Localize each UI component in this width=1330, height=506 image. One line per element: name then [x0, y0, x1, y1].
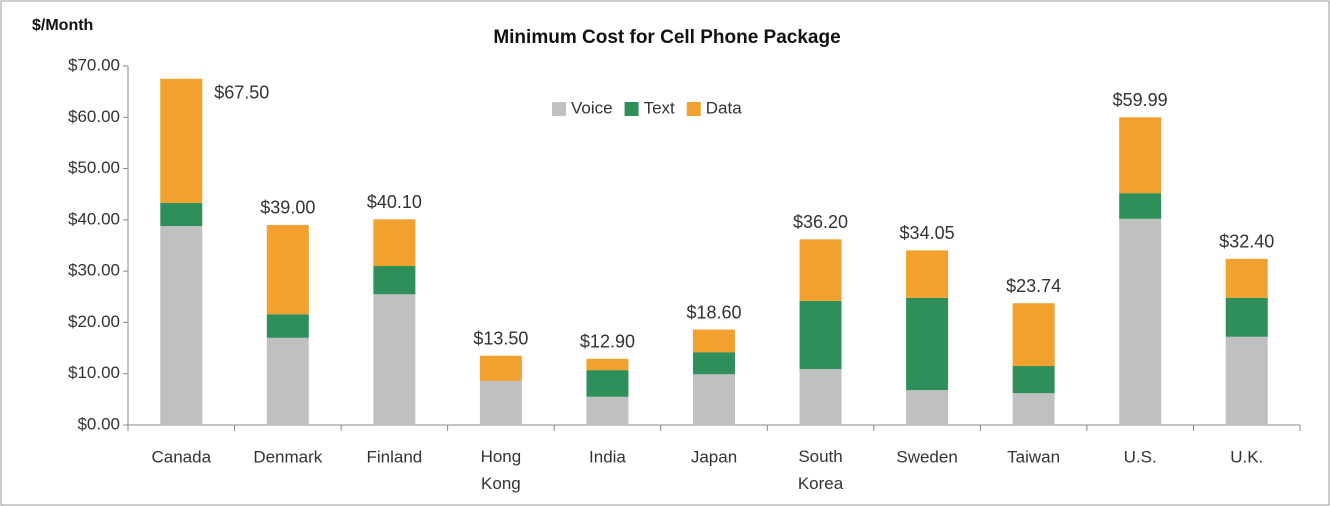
bar-segment [479, 355, 522, 381]
total-label: $59.99 [1113, 90, 1168, 110]
x-tick-label: Finland [366, 447, 422, 466]
bar-segment [693, 374, 735, 425]
bar-segment [799, 300, 842, 370]
total-label: $36.20 [793, 212, 848, 232]
x-tick-label: South Korea [798, 447, 844, 493]
total-label: $23.74 [1006, 276, 1061, 296]
total-label: $40.10 [367, 192, 422, 212]
total-label: $67.50 [214, 83, 269, 103]
total-label: $12.90 [580, 332, 635, 352]
total-label: $13.50 [473, 329, 528, 349]
x-tick-label: Taiwan [1007, 447, 1060, 466]
bar-segment [1012, 303, 1055, 367]
bar-segment [586, 358, 629, 371]
bar-segment [799, 369, 842, 425]
bar-segment [586, 370, 629, 397]
bar-segment [1225, 336, 1268, 425]
bar-segment [1225, 258, 1268, 298]
legend-label: Data [706, 98, 742, 117]
bar-segment [906, 250, 949, 298]
y-tick-label: $10.00 [68, 363, 120, 382]
bar-segment [693, 352, 735, 375]
bar-segment [266, 224, 309, 315]
total-label: $34.05 [900, 223, 955, 243]
y-tick-label: $20.00 [68, 312, 120, 331]
legend-label: Text [644, 98, 675, 117]
bar-segment [1225, 297, 1268, 337]
legend-swatch [686, 102, 701, 116]
x-tick-label: India [589, 447, 626, 466]
bar-segment [1119, 117, 1162, 194]
chart-title: Minimum Cost for Cell Phone Package [493, 27, 840, 48]
bar-segment [373, 266, 416, 295]
x-tick-label: U.K. [1230, 447, 1263, 466]
x-tick-label: Japan [691, 447, 737, 466]
total-label: $18.60 [686, 302, 741, 322]
bar-segment [373, 294, 416, 425]
bar-segment [799, 239, 842, 301]
legend-label: Voice [571, 98, 613, 117]
total-label: $32.40 [1219, 232, 1274, 252]
bar-segment [693, 329, 735, 353]
y-tick-label: $70.00 [68, 55, 120, 74]
bar-segment [586, 396, 629, 425]
bar-segment [266, 314, 309, 338]
x-tick-label: Sweden [896, 447, 957, 466]
bar-segment [1119, 218, 1162, 425]
legend-swatch [552, 102, 566, 116]
bar-segment [1012, 366, 1055, 394]
bar-segment [1119, 193, 1162, 219]
y-tick-label: $40.00 [68, 209, 120, 228]
x-tick-label: Hong Kong [481, 447, 522, 493]
bar-segment [1012, 393, 1055, 425]
legend-swatch [624, 102, 639, 116]
bar-segment [373, 219, 416, 267]
y-tick-label: $0.00 [77, 414, 120, 433]
bar-segment [160, 226, 203, 425]
bar-segment [906, 297, 949, 391]
y-tick-label: $50.00 [68, 158, 120, 177]
x-tick-label: Denmark [253, 447, 322, 466]
total-label: $39.00 [260, 198, 315, 218]
y-axis-title: $/Month [32, 17, 93, 34]
x-tick-label: Canada [151, 447, 211, 466]
y-tick-label: $60.00 [68, 107, 120, 126]
bar-segment [266, 337, 309, 425]
x-tick-label: U.S. [1124, 447, 1157, 466]
bar-segment [160, 202, 203, 227]
y-tick-label: $30.00 [68, 261, 120, 280]
bar-segment [479, 380, 522, 425]
bar-segment [906, 390, 949, 425]
bar-segment [160, 78, 203, 203]
